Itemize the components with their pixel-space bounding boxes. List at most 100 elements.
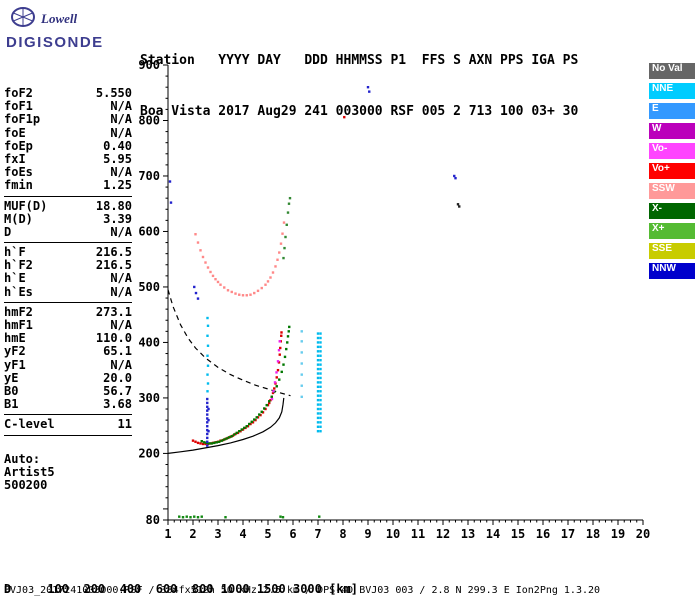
param-row-500200: 500200 (4, 477, 132, 492)
param-group: Auto: Artist5 500200 (4, 450, 132, 496)
x-tick-label: 20 (636, 527, 650, 541)
param-label: hmE (4, 331, 26, 346)
legend-item-vo+: Vo+ (649, 163, 695, 179)
x-tick-label: 1 (164, 527, 171, 541)
logo-lowell-text: Lowell (41, 11, 78, 26)
y-tick-label: 800 (138, 113, 160, 127)
param-label: foEp (4, 138, 33, 153)
param-value: N/A (110, 284, 132, 299)
param-label: foEs (4, 165, 33, 180)
param-label: foF1 (4, 99, 33, 114)
param-label: fxI (4, 151, 26, 166)
legend-item-x-: X- (649, 203, 695, 219)
x-tick-label: 11 (411, 527, 425, 541)
param-row-auto: Auto: (4, 451, 132, 466)
legend-item-e: E (649, 103, 695, 119)
x-tick-label: 14 (486, 527, 500, 541)
param-value: N/A (110, 357, 132, 372)
param-label: yE (4, 370, 19, 385)
x-tick-label: 19 (611, 527, 625, 541)
x-tick-label: 4 (239, 527, 246, 541)
x-tick-label: 8 (339, 527, 346, 541)
y-tick-label: 900 (138, 58, 160, 72)
station-header-line2: Boa Vista 2017 Aug29 241 003000 RSF 005 … (140, 104, 579, 119)
x-tick-label: 5 (264, 527, 271, 541)
param-value: N/A (110, 165, 132, 180)
param-group: h`F 216.5 h`F2 216.5 h`E N/A h`Es N/A (4, 242, 132, 302)
param-value: 216.5 (95, 245, 132, 260)
param-row-hes: h`Es N/A (4, 284, 132, 299)
direction-color-legend: No Val NNE E W Vo- Vo+ SSW X- X+ SSE NNW (649, 63, 695, 283)
x-tick-label: 15 (511, 527, 525, 541)
legend-item-x+: X+ (649, 223, 695, 239)
x-tick-label: 6 (289, 527, 296, 541)
param-row-fxi: fxI 5.95 (4, 151, 132, 166)
station-header-line1: Station YYYY DAY DDD HHMMSS P1 FFS S AXN… (140, 53, 579, 68)
param-label: Auto: (4, 451, 41, 466)
param-row-hme: hmE 110.0 (4, 331, 132, 346)
x-tick-label: 7 (314, 527, 321, 541)
param-label: foF2 (4, 86, 33, 100)
digisonde-logo: Lowell DIGISONDE (6, 5, 121, 51)
param-row-yf1: yF1 N/A (4, 357, 132, 372)
param-row-fof2: foF2 5.550 (4, 86, 132, 100)
y-tick-label: 500 (138, 280, 160, 294)
param-value: 18.80 (95, 198, 132, 213)
param-row-fof1: foF1 N/A (4, 99, 132, 114)
x-tick-label: 3 (214, 527, 221, 541)
param-label: D (4, 224, 12, 239)
y-tick-label: 200 (138, 446, 160, 460)
param-row-foep: foEp 0.40 (4, 138, 132, 153)
legend-item-ssw: SSW (649, 183, 695, 199)
param-label: B1 (4, 397, 19, 412)
param-value: 20.0 (103, 370, 132, 385)
param-value: 56.7 (103, 383, 132, 398)
y-tick-label: 700 (138, 169, 160, 183)
param-label: 500200 (4, 477, 48, 492)
param-group: MUF(D) 18.80 M(D) 3.39 D N/A (4, 195, 132, 243)
param-label: C-level (4, 417, 55, 432)
param-value: 110.0 (95, 331, 132, 346)
param-value: 3.68 (103, 397, 132, 412)
param-row-fmin: fmin 1.25 (4, 179, 132, 192)
param-value: N/A (110, 318, 132, 332)
y-tick-label: 300 (138, 391, 160, 405)
param-value: 5.95 (103, 151, 132, 166)
param-value: 3.39 (103, 211, 132, 226)
param-value: 65.1 (103, 344, 132, 359)
footer-fileinfo: BVJ03_2017241003000.RSF / 384fx512h 50 k… (4, 585, 601, 596)
param-row-md: M(D) 3.39 (4, 211, 132, 226)
x-tick-label: 10 (386, 527, 400, 541)
param-row-clevel: C-level 11 (4, 418, 132, 431)
param-value: 5.550 (95, 86, 132, 100)
param-label: M(D) (4, 211, 33, 226)
param-label: h`F (4, 245, 26, 260)
param-group: foF2 5.550 foF1 N/A foF1p N/A foE N/A foEp 0.40 fx… (4, 84, 132, 196)
param-value: N/A (110, 99, 132, 114)
param-label: h`Es (4, 284, 33, 299)
param-row-hmf1: hmF1 N/A (4, 318, 132, 332)
param-label: yF2 (4, 344, 26, 359)
param-value: N/A (110, 125, 132, 140)
logo-top-row: Lowell (6, 5, 121, 33)
legend-item-sse: SSE (649, 243, 695, 259)
param-label: Artist5 (4, 464, 55, 479)
param-label: h`F2 (4, 258, 33, 273)
y-tick-label: 400 (138, 335, 160, 349)
x-tick-label: 18 (586, 527, 600, 541)
parameter-panel: foF2 5.550 foF1 N/A foF1p N/A foE N/A foEp 0.40 fx… (4, 84, 132, 495)
param-value: 1.25 (103, 178, 132, 193)
param-group: C-level 11 (4, 414, 132, 436)
x-tick-label: 17 (561, 527, 575, 541)
param-value: N/A (110, 112, 132, 127)
legend-item-vo-: Vo- (649, 143, 695, 159)
param-row-hf: h`F 216.5 (4, 245, 132, 260)
param-group: hmF2 273.1 hmF1 N/A hmE 110.0 yF2 65.1 yF1 N/A yE 2… (4, 301, 132, 415)
x-tick-label: 12 (436, 527, 450, 541)
x-tick-label: 13 (461, 527, 475, 541)
station-header: Station YYYY DAY DDD HHMMSS P1 FFS S AXN… (140, 18, 578, 154)
param-row-artist5: Artist5 (4, 464, 132, 479)
param-row-b1: B1 3.68 (4, 397, 132, 412)
param-row-fof1p: foF1p N/A (4, 113, 132, 126)
param-row-b0: B0 56.7 (4, 383, 132, 398)
